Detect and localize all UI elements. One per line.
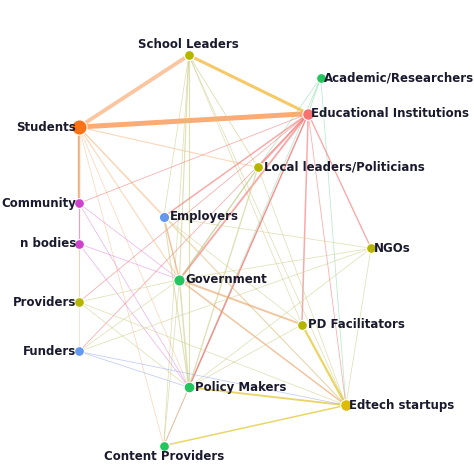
Point <box>304 110 312 118</box>
Point <box>75 240 83 247</box>
Text: Content Providers: Content Providers <box>104 450 224 464</box>
Point <box>75 298 83 306</box>
Text: NGOs: NGOs <box>374 242 411 255</box>
Text: Employers: Employers <box>170 210 239 223</box>
Text: Students: Students <box>16 120 76 134</box>
Text: Academic/Researchers: Academic/Researchers <box>324 71 474 84</box>
Point <box>185 383 192 391</box>
Point <box>160 442 167 449</box>
Text: n bodies: n bodies <box>19 237 76 250</box>
Text: Edtech startups: Edtech startups <box>349 399 454 412</box>
Text: Funders: Funders <box>23 345 76 358</box>
Text: Government: Government <box>186 273 267 286</box>
Point <box>160 213 167 220</box>
Text: Community: Community <box>1 197 76 210</box>
Text: School Leaders: School Leaders <box>138 37 239 51</box>
Point <box>75 200 83 207</box>
Point <box>298 321 306 328</box>
Point <box>75 347 83 355</box>
Text: Providers: Providers <box>12 296 76 309</box>
Point <box>367 245 375 252</box>
Point <box>342 401 350 409</box>
Text: Policy Makers: Policy Makers <box>195 381 286 394</box>
Point <box>75 123 83 131</box>
Point <box>176 276 183 283</box>
Point <box>185 52 192 59</box>
Text: PD Facilitators: PD Facilitators <box>308 318 405 331</box>
Point <box>254 164 262 171</box>
Text: Local leaders/Politicians: Local leaders/Politicians <box>264 161 425 174</box>
Text: Educational Institutions: Educational Institutions <box>311 107 469 120</box>
Point <box>317 74 325 82</box>
